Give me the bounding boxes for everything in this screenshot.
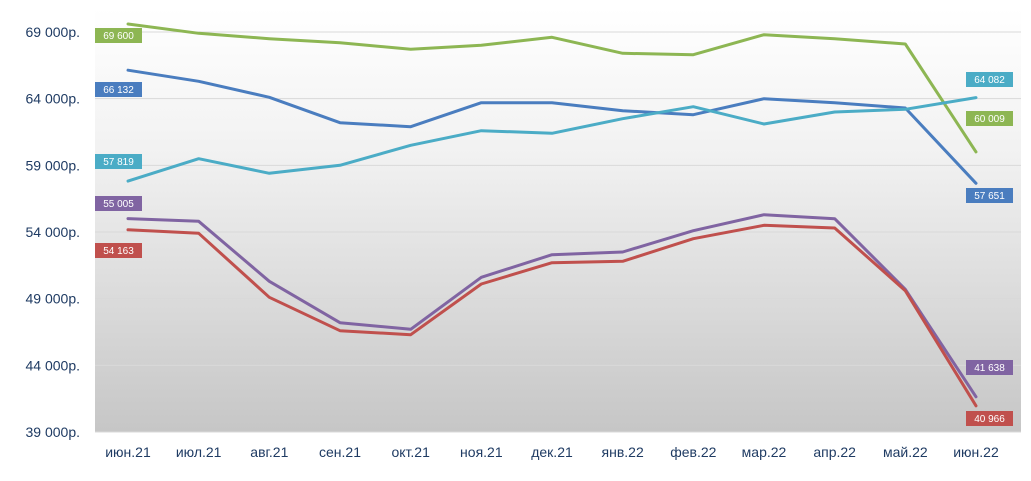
data-label-bg bbox=[95, 154, 142, 169]
data-label-bg bbox=[95, 243, 142, 258]
plot-area bbox=[95, 8, 1021, 432]
data-label-bg bbox=[966, 72, 1013, 87]
data-label-box: 69 600 bbox=[95, 28, 142, 43]
data-label: 64 082 bbox=[974, 75, 1005, 86]
data-label: 57 819 bbox=[103, 157, 134, 168]
series-line-4 bbox=[126, 223, 978, 408]
data-label-box: 66 132 bbox=[95, 82, 142, 97]
data-label-box: 57 651 bbox=[966, 188, 1013, 203]
series-line-1 bbox=[126, 68, 978, 185]
y-tick-label: 69 000р. bbox=[26, 24, 81, 40]
y-tick-label: 39 000р. bbox=[26, 424, 81, 440]
data-label-bg bbox=[966, 111, 1013, 126]
x-tick-label: окт.21 bbox=[391, 444, 430, 460]
data-label-box: 55 005 bbox=[95, 196, 142, 211]
series-lines bbox=[126, 22, 978, 408]
y-tick-label: 54 000р. bbox=[26, 224, 81, 240]
y-tick-label: 64 000р. bbox=[26, 91, 81, 107]
data-label-box: 57 819 bbox=[95, 154, 142, 169]
data-label-box: 40 966 bbox=[966, 411, 1013, 426]
data-label: 60 009 bbox=[974, 114, 1005, 125]
y-axis-ticks: 39 000р. 44 000р. 49 000р. 54 000р. 59 000р.… bbox=[26, 24, 81, 440]
x-tick-label: апр.22 bbox=[813, 444, 856, 460]
x-tick-label: дек.21 bbox=[531, 444, 573, 460]
series-line-0 bbox=[126, 22, 978, 154]
x-tick-label: ноя.21 bbox=[460, 444, 503, 460]
y-tick-label: 44 000р. bbox=[26, 357, 81, 373]
data-label-box: 54 163 bbox=[95, 243, 142, 258]
x-axis-ticks: июн.21 июл.21 авг.21 сен.21 окт.21 ноя.21 дек.… bbox=[105, 444, 999, 460]
x-tick-label: янв.22 bbox=[602, 444, 644, 460]
y-tick-label: 59 000р. bbox=[26, 157, 81, 173]
x-tick-label: авг.21 bbox=[250, 444, 288, 460]
x-tick-label: май.22 bbox=[883, 444, 928, 460]
data-label: 69 600 bbox=[103, 31, 134, 42]
y-tick-label: 49 000р. bbox=[26, 291, 81, 307]
x-tick-label: июн.21 bbox=[105, 444, 151, 460]
x-tick-label: мар.22 bbox=[742, 444, 787, 460]
data-label-bg bbox=[95, 82, 142, 97]
gridlines bbox=[95, 31, 1021, 433]
data-labels: 69 600 60 009 66 132 57 651 57 819 64 082 55 0… bbox=[95, 28, 1013, 426]
data-label-box: 64 082 bbox=[966, 72, 1013, 87]
series-line-2 bbox=[126, 96, 978, 183]
data-label: 54 163 bbox=[103, 246, 134, 257]
data-label: 57 651 bbox=[974, 191, 1005, 202]
x-tick-label: июн.22 bbox=[953, 444, 999, 460]
x-tick-label: сен.21 bbox=[319, 444, 361, 460]
data-label-bg bbox=[966, 188, 1013, 203]
x-tick-label: июл.21 bbox=[176, 444, 222, 460]
data-label-box: 60 009 bbox=[966, 111, 1013, 126]
data-label-box: 41 638 bbox=[966, 360, 1013, 375]
data-label: 66 132 bbox=[103, 85, 134, 96]
series-line-3 bbox=[126, 213, 978, 399]
x-tick-label: фев.22 bbox=[670, 444, 716, 460]
data-label: 40 966 bbox=[974, 414, 1005, 425]
data-label-bg bbox=[966, 411, 1013, 426]
data-label: 55 005 bbox=[103, 199, 134, 210]
data-label-bg bbox=[95, 28, 142, 43]
data-label-bg bbox=[966, 360, 1013, 375]
data-label-bg bbox=[95, 196, 142, 211]
data-label: 41 638 bbox=[974, 363, 1005, 374]
